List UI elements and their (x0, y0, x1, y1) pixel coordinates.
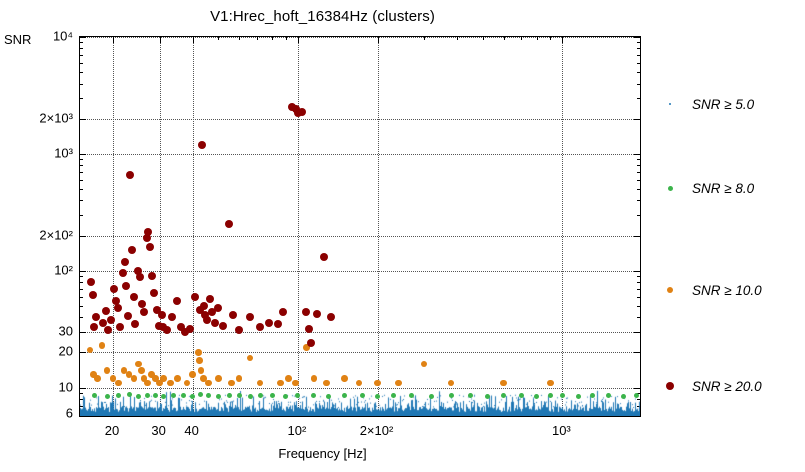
legend-marker-icon (648, 382, 692, 390)
y-axis-tick-label: 6 (65, 405, 73, 421)
legend-marker-icon (648, 286, 692, 294)
legend: SNR ≥ 5.0 SNR ≥ 8.0 SNR ≥ 10.0 SNR ≥ 20.0 (648, 36, 800, 417)
low-snr-noise-band (80, 37, 640, 416)
x-axis-tick-label: 20 (104, 423, 120, 438)
legend-entry[interactable]: SNR ≥ 10.0 (648, 278, 800, 302)
y-axis-tick-label: 10 (58, 379, 73, 395)
x-axis-tick-label: 10³ (551, 423, 571, 438)
chart-title: V1:Hrec_hoft_16384Hz (clusters) (210, 8, 435, 25)
y-axis-tick-label: 2×10² (39, 227, 73, 243)
noise-canvas (80, 37, 640, 416)
x-axis-tick-label: 30 (151, 423, 166, 438)
x-axis-tick-label: 10² (287, 423, 307, 438)
legend-marker-icon (648, 102, 692, 106)
y-axis-title: SNR (4, 32, 32, 47)
y-axis-tick-label: 10⁴ (52, 28, 73, 44)
y-axis-tick-label: 2×10³ (39, 110, 73, 126)
legend-entry[interactable]: SNR ≥ 8.0 (648, 176, 800, 200)
legend-label: SNR ≥ 20.0 (692, 378, 762, 394)
legend-marker-icon (648, 185, 692, 191)
legend-entry[interactable]: SNR ≥ 20.0 (648, 374, 800, 398)
legend-entry[interactable]: SNR ≥ 5.0 (648, 92, 800, 116)
x-axis-title: Frequency [Hz] (278, 446, 367, 461)
legend-label: SNR ≥ 8.0 (692, 180, 755, 196)
legend-label: SNR ≥ 10.0 (692, 282, 762, 298)
legend-label: SNR ≥ 5.0 (692, 96, 755, 112)
y-axis-tick-label: 20 (58, 343, 73, 359)
y-axis-tick-label: 30 (58, 323, 73, 339)
x-axis-tick-label: 2×10² (359, 423, 394, 438)
y-axis-tick-label: 10² (54, 262, 73, 278)
y-axis-tick-label: 10³ (54, 145, 73, 161)
plot-area (79, 36, 641, 417)
x-axis-tick-label: 40 (184, 423, 199, 438)
